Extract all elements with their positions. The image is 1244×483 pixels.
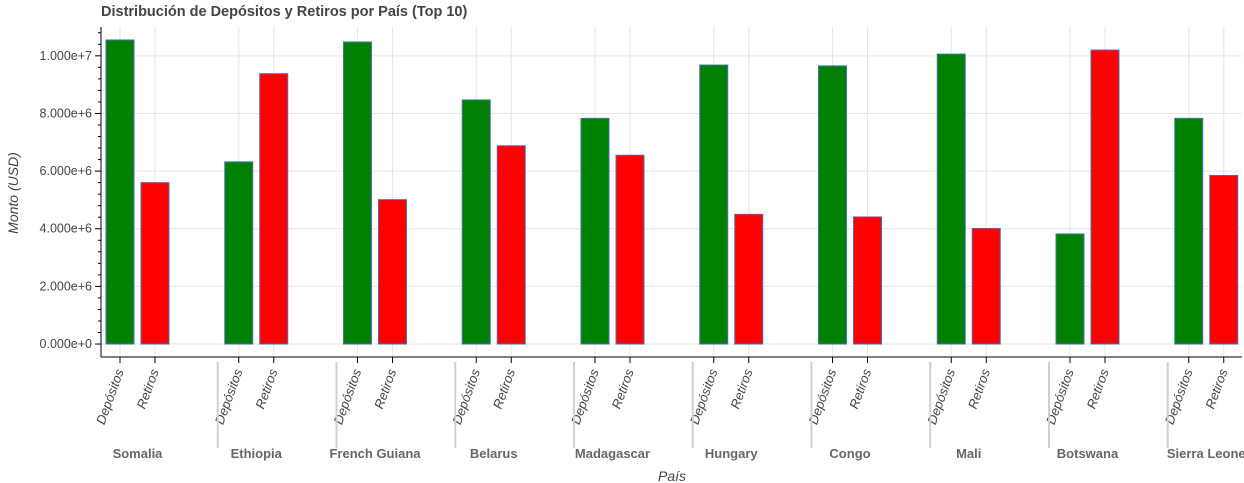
bar-depositos <box>461 99 491 345</box>
x-subcategory-label: Retiros <box>490 366 518 410</box>
bar-retiros <box>971 227 1001 345</box>
x-subcategory-label: Retiros <box>134 366 162 410</box>
bar-retiros <box>140 182 170 345</box>
y-tick-label: 4.000e+6 <box>40 222 93 236</box>
y-tick-label: 2.000e+6 <box>40 279 93 293</box>
x-category-label: Somalia <box>113 446 164 461</box>
x-subcategory-label: Retiros <box>1202 366 1230 410</box>
x-subcategory-label: Retiros <box>727 366 755 410</box>
x-axis-label: País <box>658 468 686 483</box>
y-tick-label: 6.000e+6 <box>40 164 93 178</box>
y-tick-label: 1.000e+7 <box>40 49 93 63</box>
bar-depositos <box>936 53 966 345</box>
x-category-label: Congo <box>829 446 870 461</box>
y-tick-label: 8.000e+6 <box>40 106 93 120</box>
x-subcategory-label: Depósitos <box>93 366 127 426</box>
x-subcategory-label: Retiros <box>1084 366 1112 410</box>
bar-retiros <box>615 154 645 345</box>
x-category-label: Madagascar <box>575 446 650 461</box>
bar-depositos <box>818 65 847 345</box>
bar-retiros <box>1090 49 1120 345</box>
y-tick-label: 0.000e+0 <box>40 337 93 351</box>
x-category-label: Sierra Leone <box>1167 446 1244 461</box>
bar-retiros <box>734 213 764 345</box>
bar-retiros <box>853 216 882 345</box>
x-category-label: Mali <box>956 446 981 461</box>
x-subcategory-label: Retiros <box>965 366 993 410</box>
x-subcategory-label: Retiros <box>252 366 280 410</box>
x-subcategory-label: Retiros <box>846 366 874 410</box>
chart-title: Distribución de Depósitos y Retiros por … <box>101 4 467 20</box>
x-category-label: Ethiopia <box>231 446 283 461</box>
x-subcategory-label: Retiros <box>609 366 637 410</box>
x-subcategory-label: Retiros <box>371 366 399 410</box>
x-category-label: French Guiana <box>329 446 421 461</box>
bar-depositos <box>1174 117 1204 345</box>
y-axis-label: Monto (USD) <box>5 152 21 234</box>
x-category-label: Botswana <box>1057 446 1119 461</box>
bar-retiros <box>378 199 407 345</box>
bars-layer <box>105 39 1239 345</box>
x-category-label: Hungary <box>705 446 759 461</box>
bar-retiros <box>496 145 526 345</box>
bar-depositos <box>1055 233 1085 345</box>
bar-depositos <box>343 41 372 345</box>
x-category-label: Belarus <box>470 446 518 461</box>
bar-depositos <box>699 64 729 345</box>
bar-retiros <box>1209 174 1239 345</box>
bar-retiros <box>259 73 289 345</box>
bar-depositos <box>105 39 135 345</box>
bar-depositos <box>580 117 610 345</box>
bar-depositos <box>224 161 254 345</box>
